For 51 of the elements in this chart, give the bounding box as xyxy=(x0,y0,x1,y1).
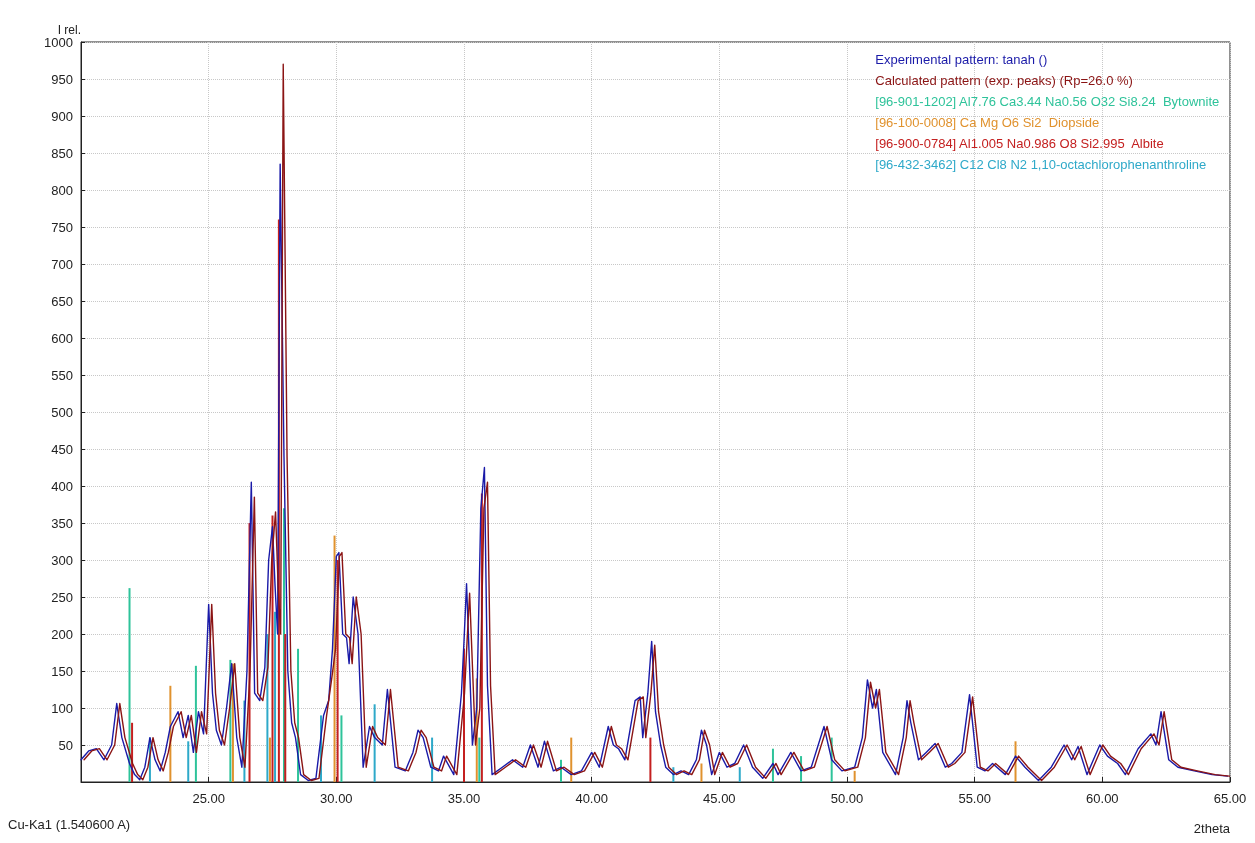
y-tick-label: 100 xyxy=(51,700,73,716)
bar xyxy=(340,715,343,782)
text: [96-432-3462] C12 Cl8 N2 1,10-octachlorophenanthroline xyxy=(875,157,1207,172)
bar xyxy=(738,767,741,782)
y-tick-label: 400 xyxy=(51,478,73,494)
x-tick-label: 25.00 xyxy=(192,791,225,806)
y-tick-label: 1000 xyxy=(44,34,73,50)
y-tick-label: 600 xyxy=(51,330,73,346)
y-axis-title: I rel. xyxy=(57,22,81,37)
text: Cu-Ka1 (1.540600 A) xyxy=(8,817,131,832)
bar xyxy=(268,737,271,782)
text: Calculated pattern (exp. peaks) (Rp=26.0 %) xyxy=(875,73,1133,88)
text: [96-100-0008] Ca Mg O6 Si2 Diopside xyxy=(875,115,1100,130)
bar xyxy=(700,763,703,782)
y-tick-label: 900 xyxy=(51,108,73,124)
x-axis-title: 2theta xyxy=(1193,821,1231,836)
bar xyxy=(274,611,277,782)
text: [96-901-1202] Al7.76 Ca3.44 Na0.56 O32 Si8.24 Bytownite xyxy=(875,94,1220,109)
x-tick-label: 65.00 xyxy=(1213,791,1247,806)
bar xyxy=(853,770,856,782)
bar xyxy=(284,634,287,782)
y-tick-label: 850 xyxy=(51,145,73,161)
y-tick-label: 300 xyxy=(51,552,73,568)
y-tick-label: 700 xyxy=(51,256,73,272)
x-tick-label: 50.00 xyxy=(830,791,864,806)
x-tick-label: 55.00 xyxy=(958,791,991,806)
y-tick-label: 550 xyxy=(51,367,73,383)
bar xyxy=(128,588,131,782)
y-tick-label: 950 xyxy=(51,71,73,87)
y-tick-label: 250 xyxy=(51,589,73,605)
bar xyxy=(570,737,573,782)
x-tick-label: 60.00 xyxy=(1086,791,1119,806)
y-tick-label: 150 xyxy=(51,663,73,679)
y-tick-label: 500 xyxy=(51,404,73,420)
y-tick-label: 450 xyxy=(51,441,73,457)
bar xyxy=(373,704,376,782)
y-tick-label: 350 xyxy=(51,515,73,531)
bar xyxy=(187,741,190,782)
x-tick-label: 35.00 xyxy=(447,791,481,806)
y-tick-label: 650 xyxy=(51,293,73,309)
bar xyxy=(478,737,481,782)
y-tick-label: 750 xyxy=(51,219,73,235)
x-tick-label: 45.00 xyxy=(703,791,736,806)
y-tick-label: 50 xyxy=(58,737,73,753)
text: [96-900-0784] Al1.005 Na0.986 O8 Si2.995 Albite xyxy=(875,136,1164,151)
bar xyxy=(649,737,652,782)
text: Experimental pattern: tanah () xyxy=(875,52,1048,67)
y-tick-label: 800 xyxy=(51,182,73,198)
x-tick-label: 30.00 xyxy=(320,791,353,806)
y-tick-label: 200 xyxy=(51,626,73,642)
x-tick-label: 40.00 xyxy=(575,791,608,806)
